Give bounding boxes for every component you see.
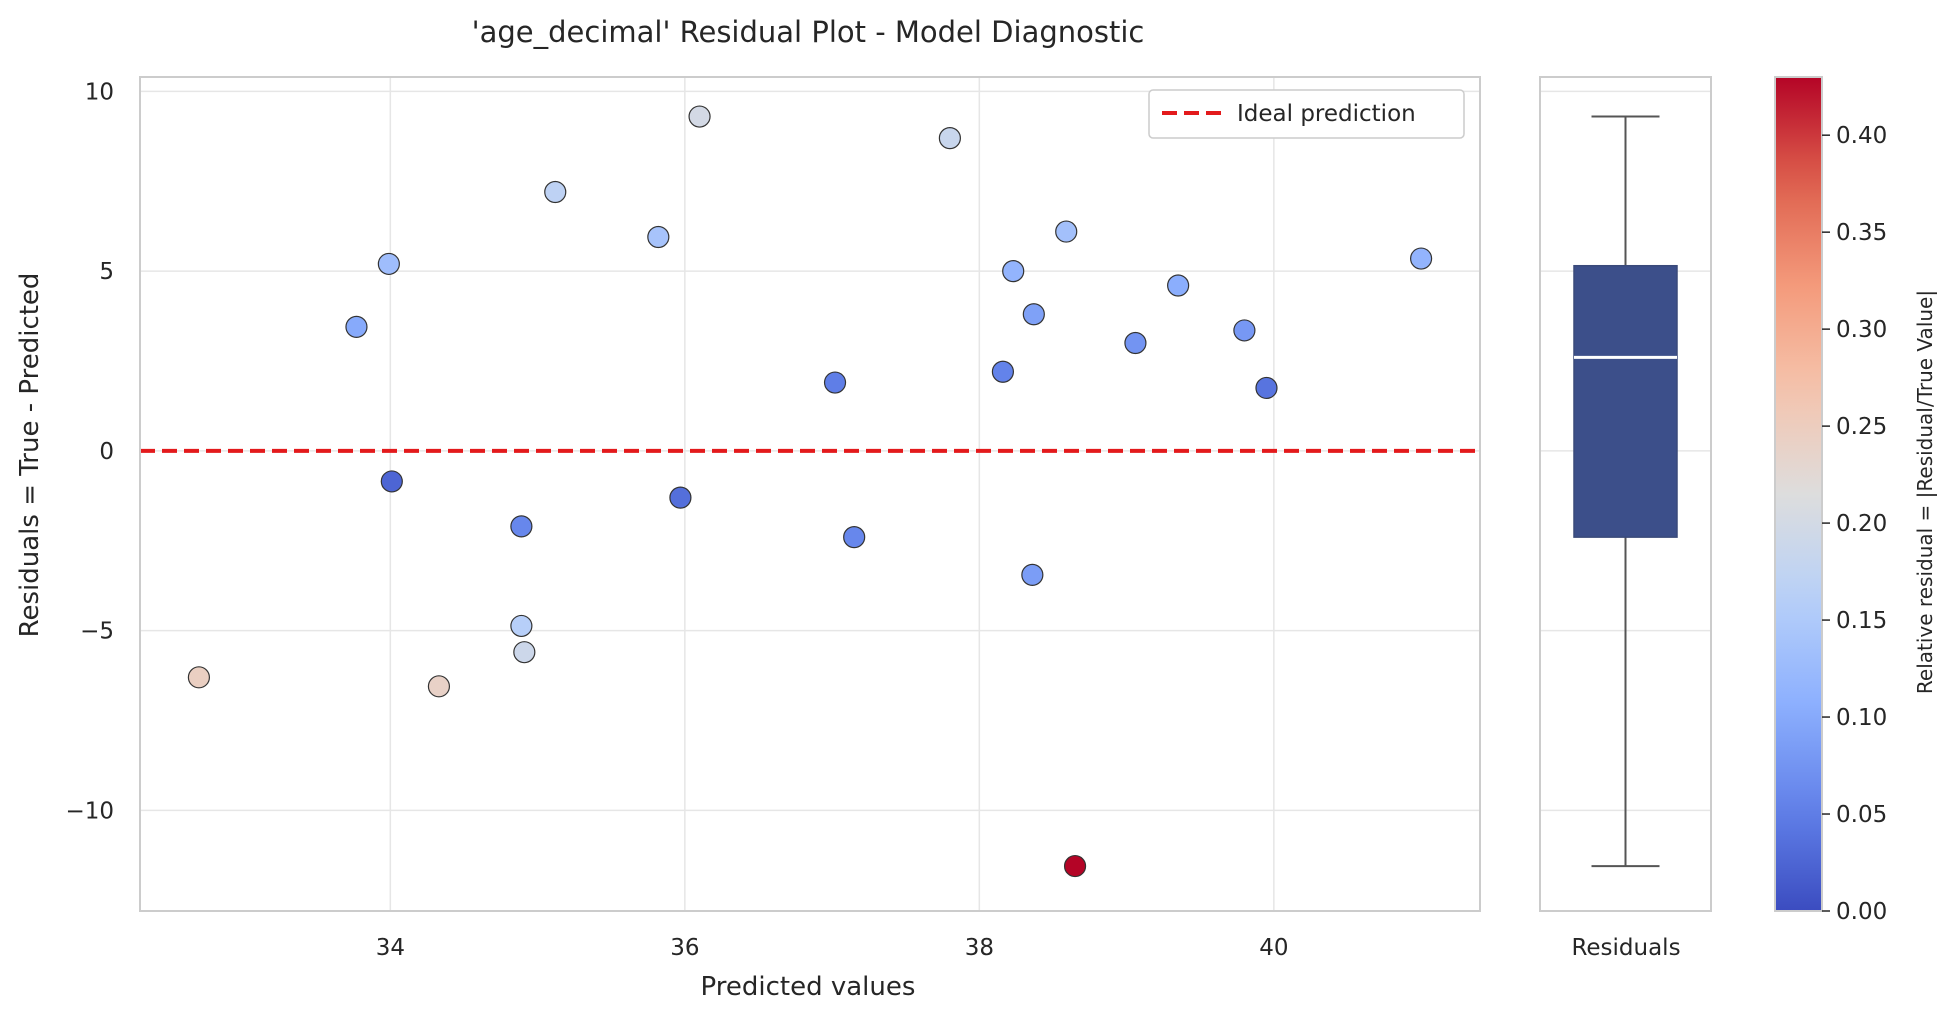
x-tick-label: 38	[965, 935, 994, 961]
legend-box	[1148, 89, 1465, 139]
y-axis-label: Residuals = True - Predicted	[15, 273, 45, 638]
colorbar-label: Relative residual = |Residual/True Value…	[1913, 290, 1937, 694]
y-tick-label: 0	[99, 439, 114, 465]
scatter-point	[1233, 319, 1256, 342]
scatter-point	[1021, 563, 1044, 586]
scatter-point	[1409, 247, 1433, 270]
scatter-point	[688, 105, 711, 128]
chart-title: 'age_decimal' Residual Plot - Model Diag…	[472, 15, 1145, 49]
scatter-point	[187, 666, 211, 689]
x-tick-label: 36	[670, 935, 699, 961]
y-tick-label: 10	[85, 79, 114, 105]
legend-label-ideal-prediction: Ideal prediction	[1237, 101, 1416, 127]
scatter-point	[427, 675, 451, 698]
y-tick-label: −5	[80, 619, 114, 645]
x-tick-label: 34	[376, 935, 405, 961]
scatter-point	[991, 360, 1015, 383]
scatter-point	[510, 515, 533, 538]
colorbar-tick-label: 0.10	[1836, 705, 1887, 731]
scatter-point	[647, 225, 670, 249]
colorbar-ticks: 0.00 0.05 0.10 0.15 0.20 0.25 0.30 0.35 0.40	[1822, 123, 1887, 925]
y-tick-labels: 10 5 0 −5 −10	[65, 79, 114, 824]
colorbar-tick-label: 0.15	[1836, 608, 1887, 634]
scatter-point	[1002, 260, 1025, 283]
scatter-point	[513, 641, 536, 664]
scatter-frame	[139, 76, 1481, 912]
colorbar-tick-label: 0.20	[1836, 511, 1887, 537]
colorbar-tick-label: 0.30	[1836, 317, 1887, 343]
scatter-panel: 34 36 38 40 10 5 0 −5 −10 Predicted values Resi…	[15, 76, 1481, 1002]
scatter-point	[377, 252, 400, 276]
scatter-point	[843, 526, 866, 549]
scatter-point	[1022, 303, 1045, 326]
scatter-point	[1167, 274, 1190, 297]
scatter-point	[1124, 331, 1147, 355]
boxplot-x-tick-label: Residuals	[1571, 935, 1680, 961]
scatter-point	[823, 371, 847, 394]
x-axis-label: Predicted values	[701, 972, 916, 1002]
scatter-point	[380, 470, 403, 493]
scatter-point	[938, 127, 961, 150]
scatter-point	[1055, 220, 1078, 243]
y-tick-label: 5	[99, 259, 114, 285]
colorbar: 0.00 0.05 0.10 0.15 0.20 0.25 0.30 0.35 0.40 Rel…	[1774, 76, 1937, 925]
x-tick-labels: 34 36 38 40	[376, 935, 1289, 961]
x-tick-label: 40	[1259, 935, 1288, 961]
colorbar-tick-label: 0.40	[1836, 123, 1887, 149]
colorbar-tick-label: 0.25	[1836, 414, 1887, 440]
scatter-point	[345, 315, 368, 338]
scatter-point	[1255, 376, 1278, 400]
scatter-point	[544, 180, 567, 204]
scatter-point	[510, 614, 533, 638]
colorbar-tick-label: 0.00	[1836, 899, 1887, 925]
legend: Ideal prediction	[1148, 89, 1465, 139]
boxplot-frame	[1539, 76, 1712, 912]
boxplot-residuals	[1573, 115, 1678, 868]
colorbar-gradient	[1774, 76, 1823, 912]
scatter-point	[1063, 854, 1087, 878]
scatter-points	[187, 105, 1433, 878]
scatter-gridlines	[140, 77, 1480, 911]
boxplot-panel: Residuals	[1539, 76, 1712, 961]
box-iqr	[1573, 264, 1678, 538]
y-tick-label: −10	[65, 798, 114, 824]
scatter-point	[669, 486, 692, 509]
colorbar-tick-label: 0.05	[1836, 802, 1887, 828]
colorbar-tick-label: 0.35	[1836, 220, 1887, 246]
